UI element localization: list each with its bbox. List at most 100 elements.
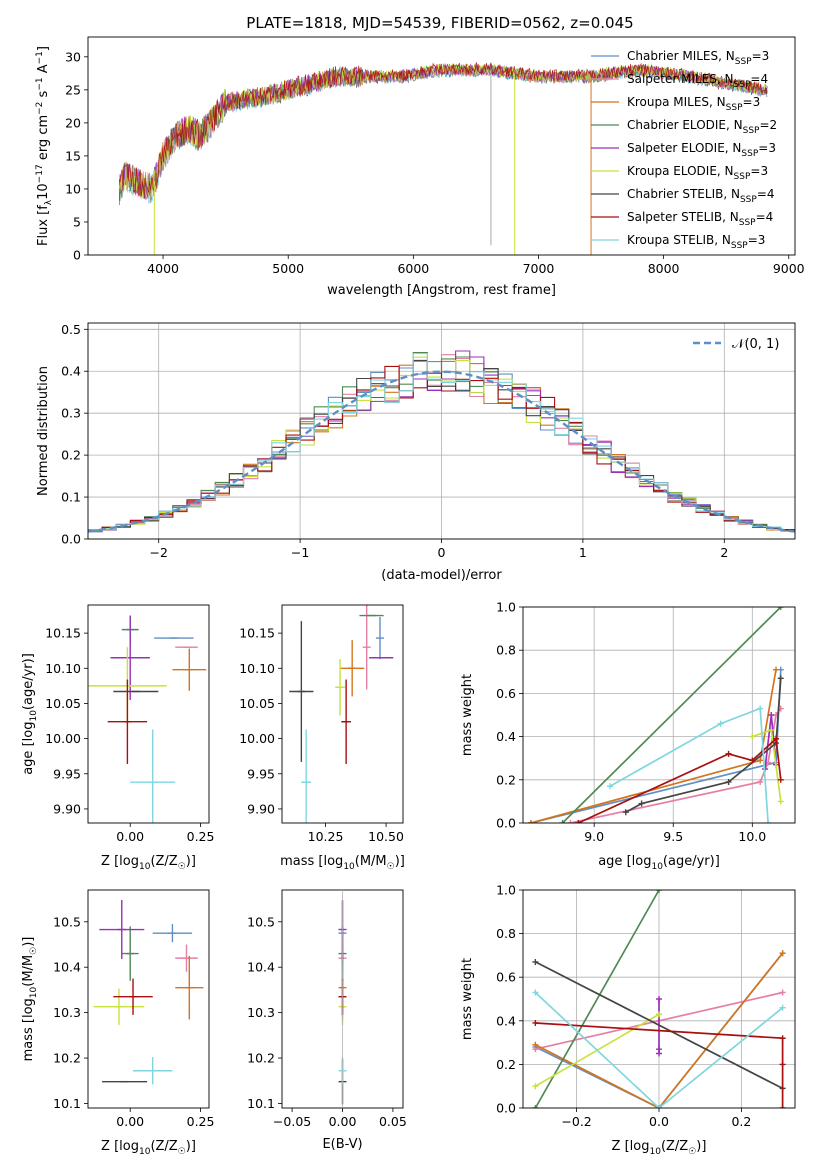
y-tick-label: 0.8 xyxy=(496,926,516,941)
y-tick-label: 0.3 xyxy=(61,406,81,421)
weight-marker xyxy=(532,958,539,965)
x-tick-label: −2 xyxy=(149,545,167,560)
y-axis-label: mass weight xyxy=(460,674,475,756)
weight-marker xyxy=(779,950,786,957)
weight-marker xyxy=(768,727,775,734)
normal-curve xyxy=(88,370,795,533)
legend-entry: Chabrier STELIB, NSSP=4 xyxy=(627,187,775,205)
x-tick-label: 0.00 xyxy=(116,1114,144,1129)
x-tick-label: 10.0 xyxy=(738,829,766,844)
x-tick-label: 2 xyxy=(720,545,728,560)
x-tick-label: 1 xyxy=(579,545,587,560)
x-tick-label: −0.2 xyxy=(561,1114,591,1129)
panel-mass-vs-ebv: −0.05 0.00 0.05 10.1 10.2 10.3 10.4 10.5 E(B-V) xyxy=(247,889,407,1152)
x-tick-label: 0.05 xyxy=(379,1114,407,1129)
weight-marker xyxy=(656,1105,662,1108)
spectrum-line xyxy=(119,64,768,206)
weight-marker xyxy=(567,820,574,823)
x-axis-label: mass [log10(M/M☉)] xyxy=(280,854,405,872)
legend-entry: Salpeter MILES, NSSP=4 xyxy=(627,72,768,90)
x-axis-label: Z [log10(Z/Z☉)] xyxy=(612,1139,707,1157)
x-axis-label: E(B-V) xyxy=(322,1137,362,1152)
plot-area xyxy=(88,615,207,823)
errorbar-point xyxy=(340,640,365,697)
errorbar-point xyxy=(172,648,207,691)
x-axis-label: Z [log10(Z/Z☉)] xyxy=(101,1139,196,1157)
errorbar-point xyxy=(130,729,176,823)
panel-weight-vs-age: 9.0 9.5 10.0 0.0 0.2 0.4 0.6 0.8 1.0 age [log10(a… xyxy=(460,600,796,872)
y-tick-label: 1.0 xyxy=(496,600,516,615)
weight-marker xyxy=(779,1035,786,1042)
weight-marker xyxy=(765,820,772,823)
x-tick-label: 8000 xyxy=(648,261,680,276)
legend-entry: Salpeter ELODIE, NSSP=3 xyxy=(627,141,776,159)
weight-marker xyxy=(749,757,756,764)
y-axis-label: age [log10(age/yr)] xyxy=(21,653,39,775)
x-tick-label: 9.5 xyxy=(663,829,683,844)
weight-marker xyxy=(532,1083,539,1090)
weight-line xyxy=(534,991,784,1108)
weight-marker xyxy=(779,1061,786,1068)
weight-marker xyxy=(717,720,724,727)
y-tick-label: 15 xyxy=(65,148,81,163)
y-tick-label: 10.15 xyxy=(45,626,81,641)
x-tick-label: 0.0 xyxy=(649,1114,669,1129)
y-tick-label: 10.4 xyxy=(53,960,81,975)
weight-marker xyxy=(777,675,784,682)
weight-marker xyxy=(638,800,645,807)
axes-frame xyxy=(281,604,404,824)
errorbar-point xyxy=(121,926,139,981)
y-tick-label: 10.05 xyxy=(45,696,81,711)
y-tick-label: 30 xyxy=(65,49,81,64)
x-tick-label: −1 xyxy=(291,545,309,560)
y-tick-label: 0.0 xyxy=(496,1101,516,1116)
legend-entry: 𝒩(0, 1) xyxy=(732,337,779,352)
weight-marker xyxy=(606,783,613,790)
weight-marker xyxy=(532,1041,539,1048)
x-tick-label: 0.00 xyxy=(116,829,144,844)
errorbar-point xyxy=(113,978,153,1015)
y-tick-label: 10.00 xyxy=(239,731,275,746)
errorbar-point xyxy=(133,1057,173,1085)
plot-area xyxy=(527,607,784,823)
y-axis-label: Normed distribution xyxy=(36,366,51,496)
axes-frame xyxy=(87,36,796,256)
legend-entry: Kroupa ELODIE, NSSP=3 xyxy=(627,164,768,182)
y-tick-label: 10.3 xyxy=(247,1005,275,1020)
x-tick-label: 4000 xyxy=(147,261,179,276)
plot-area xyxy=(118,61,768,255)
legend-entry: Salpeter STELIB, NSSP=4 xyxy=(627,210,773,228)
x-tick-label: 0 xyxy=(438,545,446,560)
y-tick-label: 10.4 xyxy=(247,960,275,975)
y-tick-label: 0 xyxy=(73,248,81,263)
y-tick-label: 10.2 xyxy=(53,1051,81,1066)
y-tick-label: 10.3 xyxy=(53,1005,81,1020)
panel-weight-vs-Z: −0.2 0.0 0.2 0.0 0.2 0.4 0.6 0.8 1.0 Z [log10(Z/Z… xyxy=(460,883,796,1157)
x-axis-label: (data-model)/error xyxy=(381,568,502,583)
weight-marker xyxy=(768,712,775,718)
y-tick-label: 0.1 xyxy=(61,490,81,505)
y-tick-label: 10.1 xyxy=(53,1096,81,1111)
errorbar-point xyxy=(110,615,150,700)
y-tick-label: 0.8 xyxy=(496,643,516,658)
weight-marker xyxy=(656,996,662,1002)
weight-marker xyxy=(777,607,784,610)
weight-line xyxy=(535,1022,784,1108)
y-tick-label: 20 xyxy=(65,115,81,130)
plot-area xyxy=(93,899,204,1085)
y-axis-label: Flux [fλ10−17 erg cm−2 s−1 A−1] xyxy=(35,46,54,246)
y-tick-label: 10.2 xyxy=(247,1051,275,1066)
weight-line xyxy=(535,961,783,1090)
panel-age-vs-mass: 10.25 10.50 9.90 9.95 10.00 10.05 10.10 10.15 ma… xyxy=(239,604,405,872)
y-axis-label: mass [log10(M/M☉)] xyxy=(21,937,39,1062)
weight-marker xyxy=(622,809,629,816)
weight-marker xyxy=(725,750,732,757)
weight-marker xyxy=(532,989,539,996)
y-tick-label: 9.90 xyxy=(247,801,275,816)
errorbar-point xyxy=(107,679,148,764)
plot-area xyxy=(532,890,786,1108)
x-axis-label: age [log10(age/yr)] xyxy=(598,854,720,872)
y-tick-label: 10.00 xyxy=(45,731,81,746)
y-tick-label: 0.0 xyxy=(61,532,81,547)
